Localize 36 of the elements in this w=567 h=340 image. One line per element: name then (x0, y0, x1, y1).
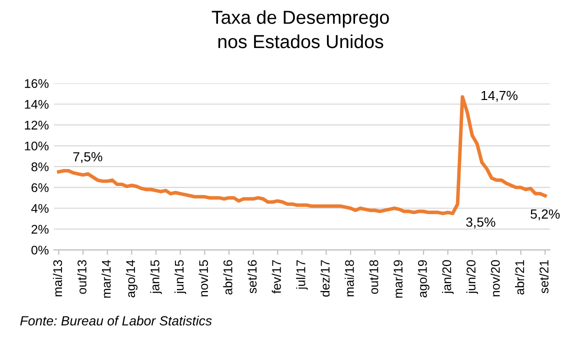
y-tick-label: 4% (31, 204, 49, 213)
x-tick-label: ago/19 (418, 260, 430, 298)
annotation: 3,5% (466, 217, 496, 228)
chart-title: Taxa de Desemprego nos Estados Unidos (212, 10, 389, 48)
x-tick-label: ago/14 (126, 260, 138, 298)
annotation: 7,5% (73, 152, 102, 164)
x-tick-label: jun/15 (174, 260, 186, 294)
x-tick-label: mai/18 (344, 260, 354, 296)
x-tick-label: mar/19 (393, 260, 403, 298)
x-tick-label: mai/13 (52, 260, 62, 296)
y-tick-label: 0% (31, 246, 49, 255)
x-tick-label: abr/21 (514, 260, 524, 295)
y-tick-label: 6% (32, 183, 49, 192)
x-tick-label: set/21 (539, 260, 548, 294)
x-tick-label: jan/15 (150, 260, 162, 294)
x-tick-label: abr/16 (223, 260, 232, 295)
annotation: 5,2% (530, 209, 560, 220)
x-tick-label: out/13 (77, 260, 86, 294)
source-note: Fonte: Bureau of Labor Statistics (20, 316, 212, 326)
x-tick-label: set/16 (247, 260, 257, 294)
y-tick-label: 2% (32, 224, 49, 234)
x-tick-label: mar/14 (102, 260, 111, 298)
x-tick-label: jun/20 (466, 260, 478, 294)
y-tick-label: 16% (24, 79, 49, 88)
y-tick-label: 14% (24, 100, 49, 109)
x-tick-label: jul/17 (296, 260, 308, 290)
y-tick-label: 8% (31, 162, 49, 172)
x-tick-label: jan/20 (442, 260, 454, 294)
x-tick-label: fev/17 (272, 260, 281, 294)
x-tick-label: out/18 (369, 260, 378, 294)
x-tick-label: nov/20 (490, 260, 500, 296)
annotation: 14,7% (482, 90, 518, 102)
x-tick-label: nov/15 (198, 260, 208, 296)
y-tick-label: 12% (24, 120, 49, 130)
x-tick-label: dez/17 (320, 260, 330, 297)
y-tick-label: 10% (24, 142, 49, 150)
